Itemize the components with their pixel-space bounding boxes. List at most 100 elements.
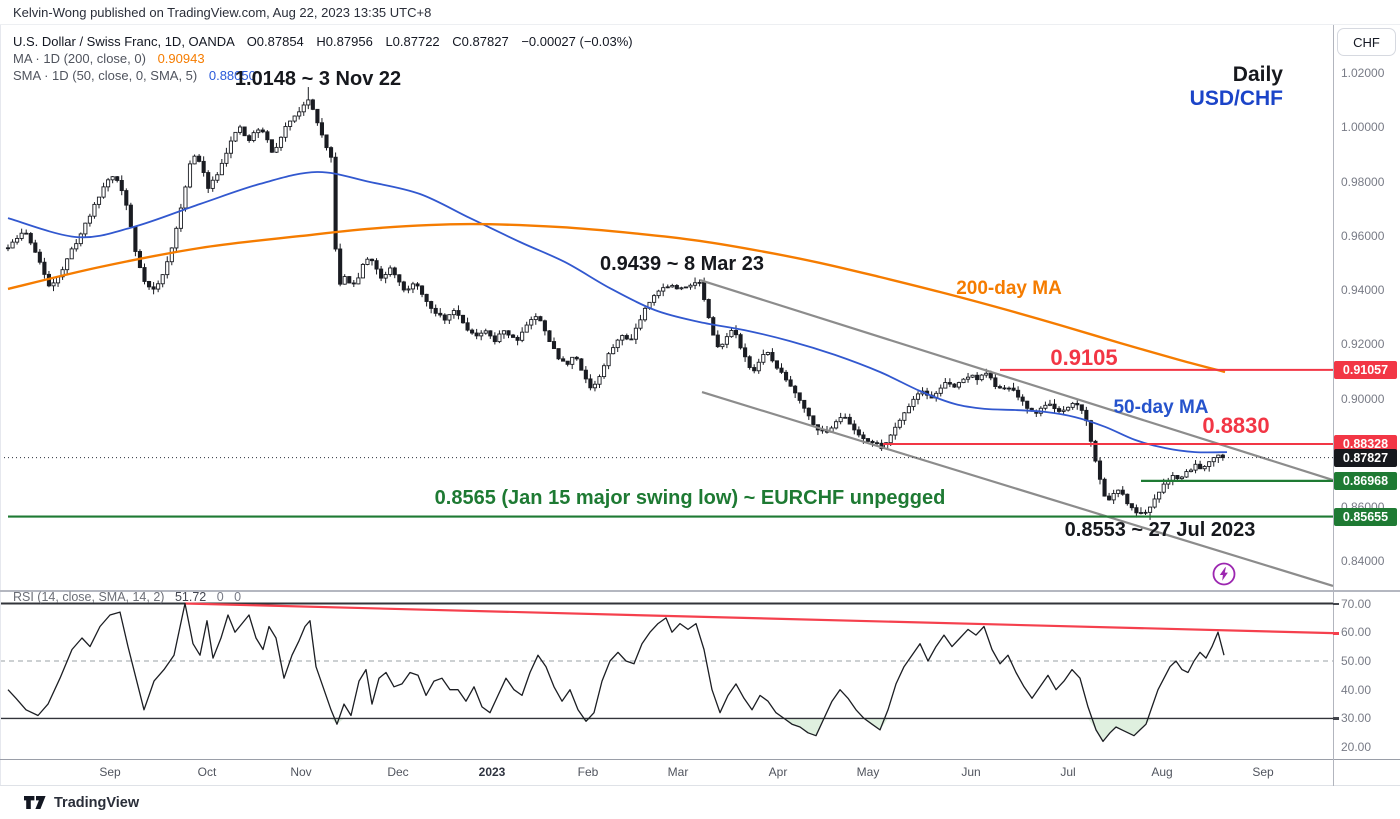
ohlc-change: −0.00027 (−0.03%)	[521, 34, 633, 49]
price-tick-label: 0.94000	[1341, 283, 1385, 298]
candle-down	[997, 386, 1002, 389]
candle-up	[1061, 409, 1066, 412]
channel-trendline[interactable]	[699, 278, 1333, 482]
candle-down	[206, 172, 211, 189]
candle-down	[993, 377, 998, 387]
candle-up	[187, 163, 193, 188]
candle-down	[561, 358, 566, 362]
symbol-header[interactable]: U.S. Dollar / Swiss Franc, 1D, OANDA O0.…	[13, 34, 633, 49]
rsi-tick-label: 60.00	[1341, 625, 1372, 640]
candle-down	[324, 134, 329, 149]
ma200-line[interactable]	[7, 222, 1226, 374]
candle-down	[583, 369, 588, 380]
price-axis-badge: 0.91057	[1334, 360, 1397, 379]
lightning-icon[interactable]	[1210, 560, 1238, 588]
time-axis-label: Sep	[1252, 765, 1274, 779]
candle-down	[1079, 404, 1084, 411]
candle-down	[865, 438, 870, 442]
tradingview-brand[interactable]: TradingView	[54, 794, 140, 811]
candle-down	[875, 442, 880, 445]
annotation-major-high[interactable]: 1.0148 ~ 3 Nov 22	[234, 68, 402, 90]
time-axis-label: Sep	[99, 765, 121, 779]
candle-up	[69, 248, 74, 260]
indicator-ma200-row[interactable]: MA · 1D (200, close, 0) 0.90943	[13, 51, 205, 66]
candle-up	[1070, 402, 1075, 408]
candle-up	[652, 295, 657, 303]
candle-down	[415, 283, 420, 287]
candle-up	[65, 258, 70, 271]
candle-up	[1047, 403, 1052, 406]
candle-up	[74, 243, 79, 250]
candle-up	[1193, 463, 1198, 471]
candle-down	[738, 334, 743, 349]
symbol-title[interactable]: U.S. Dollar / Swiss Franc, 1D, OANDA	[13, 34, 235, 49]
candle-down	[242, 126, 247, 137]
candle-down	[779, 367, 784, 373]
candle-up	[956, 382, 961, 388]
candle-up	[633, 327, 638, 340]
candle-up	[101, 186, 106, 198]
indicator-ma200-label[interactable]: MA · 1D (200, close, 0)	[13, 51, 146, 66]
candle-up	[156, 283, 161, 290]
candle-down	[788, 379, 793, 387]
price-axis-badge: 0.87827	[1334, 448, 1397, 467]
candle-down	[565, 360, 570, 365]
candle-up	[1116, 489, 1121, 494]
candle-down	[492, 335, 497, 343]
candle-down	[1120, 489, 1125, 495]
candle-down	[752, 367, 757, 372]
channel-trendline[interactable]	[701, 391, 1333, 587]
candle-up	[683, 286, 688, 289]
candle-down	[265, 131, 270, 141]
candle-up	[970, 374, 975, 378]
rsi-trendline[interactable]	[184, 602, 1333, 635]
candle-down	[465, 322, 470, 331]
candle-down	[124, 190, 129, 206]
candle-down	[1198, 463, 1203, 470]
rsi-header[interactable]: RSI (14, close, SMA, 14, 2) 51.72 0 0	[13, 590, 241, 604]
price-tick-label: 0.90000	[1341, 391, 1385, 406]
candle-up	[360, 264, 365, 279]
currency-toggle-button[interactable]: CHF	[1337, 28, 1396, 56]
annotation-major-low[interactable]: 0.8553 ~ 27 Jul 2023	[1064, 519, 1256, 541]
pane-separator[interactable]	[0, 590, 1400, 592]
tradingview-logo-icon[interactable]	[24, 795, 47, 810]
candle-up	[611, 347, 616, 355]
time-axis-label: Oct	[197, 765, 217, 779]
candle-down	[588, 378, 593, 389]
annotation-ma200[interactable]: 200-day MA	[956, 278, 1062, 299]
annotation-resistance-0-9105[interactable]: 0.9105	[1050, 345, 1118, 370]
indicator-sma50-row[interactable]: SMA · 1D (50, close, 0, SMA, 5) 0.88050	[13, 68, 256, 83]
annotation-lower-high[interactable]: 0.9439 ~ 8 Mar 23	[599, 253, 765, 275]
candle-up	[606, 353, 611, 367]
candle-up	[183, 186, 188, 209]
candle-down	[515, 336, 520, 341]
candle-up	[656, 290, 661, 297]
candle-up	[274, 146, 279, 153]
candle-down	[797, 392, 802, 401]
ma50-line[interactable]	[7, 171, 1228, 454]
candle-down	[1002, 387, 1007, 390]
annotation-support-0-8565[interactable]: 0.8565 (Jan 15 major swing low) ~ EURCHF…	[434, 487, 946, 509]
candle-down	[33, 242, 38, 253]
rsi-title[interactable]: RSI (14, close, SMA, 14, 2)	[13, 590, 165, 604]
candle-up	[1211, 457, 1216, 463]
candle-down	[629, 338, 634, 341]
watermark-timeframe: Daily	[1232, 63, 1283, 86]
time-axis-label: 2023	[478, 765, 506, 779]
rsi-tick-label: 20.00	[1341, 740, 1372, 755]
candle-down	[574, 356, 579, 360]
rsi-aux-2: 0	[234, 590, 242, 604]
candle-down	[1052, 403, 1057, 410]
candles-layer[interactable]	[5, 87, 1225, 520]
candle-down	[37, 251, 42, 263]
chart-canvas[interactable]	[0, 0, 1333, 786]
candle-down	[392, 267, 397, 276]
annotation-ma50[interactable]: 50-day MA	[1113, 397, 1209, 418]
rsi-line[interactable]	[7, 602, 1225, 743]
annotation-resistance-0-8830[interactable]: 0.8830	[1202, 413, 1270, 438]
indicator-sma50-label[interactable]: SMA · 1D (50, close, 0, SMA, 5)	[13, 68, 198, 83]
rsi-upper-axis-mark	[1333, 602, 1339, 605]
candle-up	[451, 310, 456, 316]
widget-bottom-border	[0, 785, 1400, 786]
